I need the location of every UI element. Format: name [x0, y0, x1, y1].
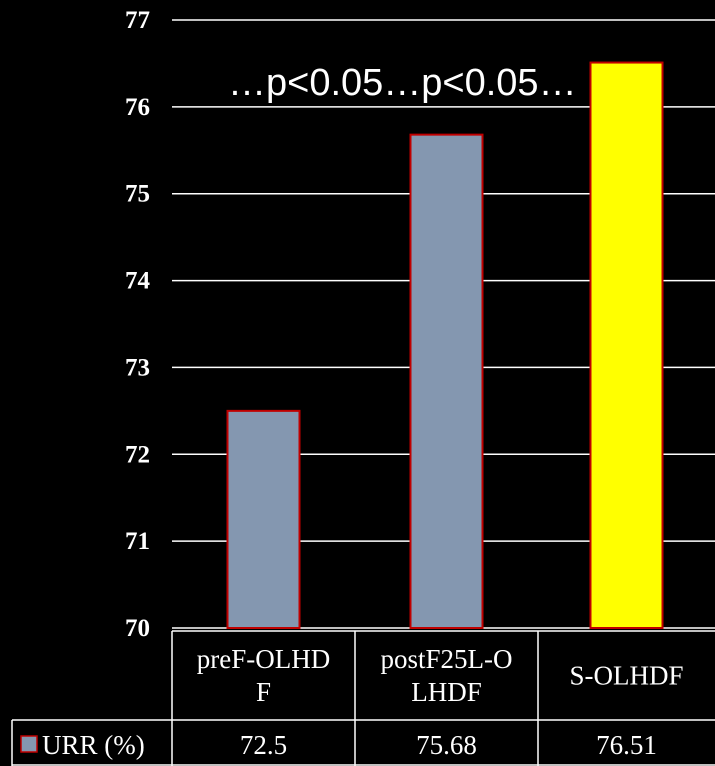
y-tick-label: 74: [125, 268, 151, 295]
category-label: S-OLHDF: [569, 661, 683, 691]
category-label: postF25L-O: [380, 644, 512, 674]
bar-postf25l-olhdf: [409, 133, 484, 629]
data-value-label: 72.5: [240, 730, 287, 760]
y-tick-label: 76: [125, 94, 150, 121]
category-label: F: [256, 677, 271, 707]
data-value-label: 75.68: [416, 730, 477, 760]
y-tick-label: 72: [125, 441, 150, 468]
y-axis-tick-labels: 70 71 72 73 74 75 76 77: [125, 7, 151, 642]
data-value-label: 76.51: [596, 730, 657, 760]
y-tick-label: 77: [125, 7, 150, 34]
significance-annotation: …p<0.05…p<0.05…: [228, 62, 577, 104]
category-label: preF-OLHD: [197, 644, 330, 674]
y-tick-label: 75: [125, 181, 150, 208]
category-label: LHDF: [411, 677, 482, 707]
y-tick-label: 73: [125, 354, 150, 381]
legend-swatch: [20, 735, 38, 753]
y-tick-label: 71: [125, 528, 150, 555]
legend-series-name: URR (%): [42, 730, 145, 760]
bar-s-olhdf: [589, 61, 664, 630]
y-tick-label: 70: [125, 615, 150, 642]
bar-pref-olhdf: [226, 409, 301, 629]
bars: [226, 61, 664, 630]
